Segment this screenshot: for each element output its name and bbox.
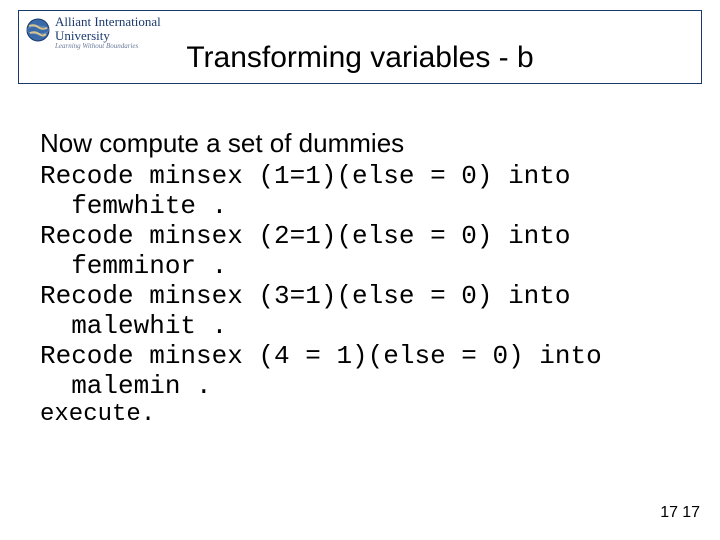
code-line: femminor . xyxy=(40,251,680,281)
page-number-dup: 17 xyxy=(682,504,700,522)
page-number: 17 xyxy=(660,504,678,522)
code-line: malemin . xyxy=(40,371,680,401)
slide-title: Transforming variables - b xyxy=(19,41,701,75)
header-box: Alliant International University Learnin… xyxy=(18,10,702,84)
execute-line: execute. xyxy=(40,401,680,428)
logo-line1: Alliant International xyxy=(55,15,161,29)
intro-text: Now compute a set of dummies xyxy=(40,128,680,159)
code-line: Recode minsex (3=1)(else = 0) into xyxy=(40,281,680,311)
code-line: femwhite . xyxy=(40,191,680,221)
globe-icon xyxy=(25,17,51,43)
code-line: Recode minsex (2=1)(else = 0) into xyxy=(40,221,680,251)
code-line: Recode minsex (4 = 1)(else = 0) into xyxy=(40,341,680,371)
slide-content: Now compute a set of dummies Recode mins… xyxy=(40,128,680,428)
code-line: malewhit . xyxy=(40,311,680,341)
code-line: Recode minsex (1=1)(else = 0) into xyxy=(40,161,680,191)
